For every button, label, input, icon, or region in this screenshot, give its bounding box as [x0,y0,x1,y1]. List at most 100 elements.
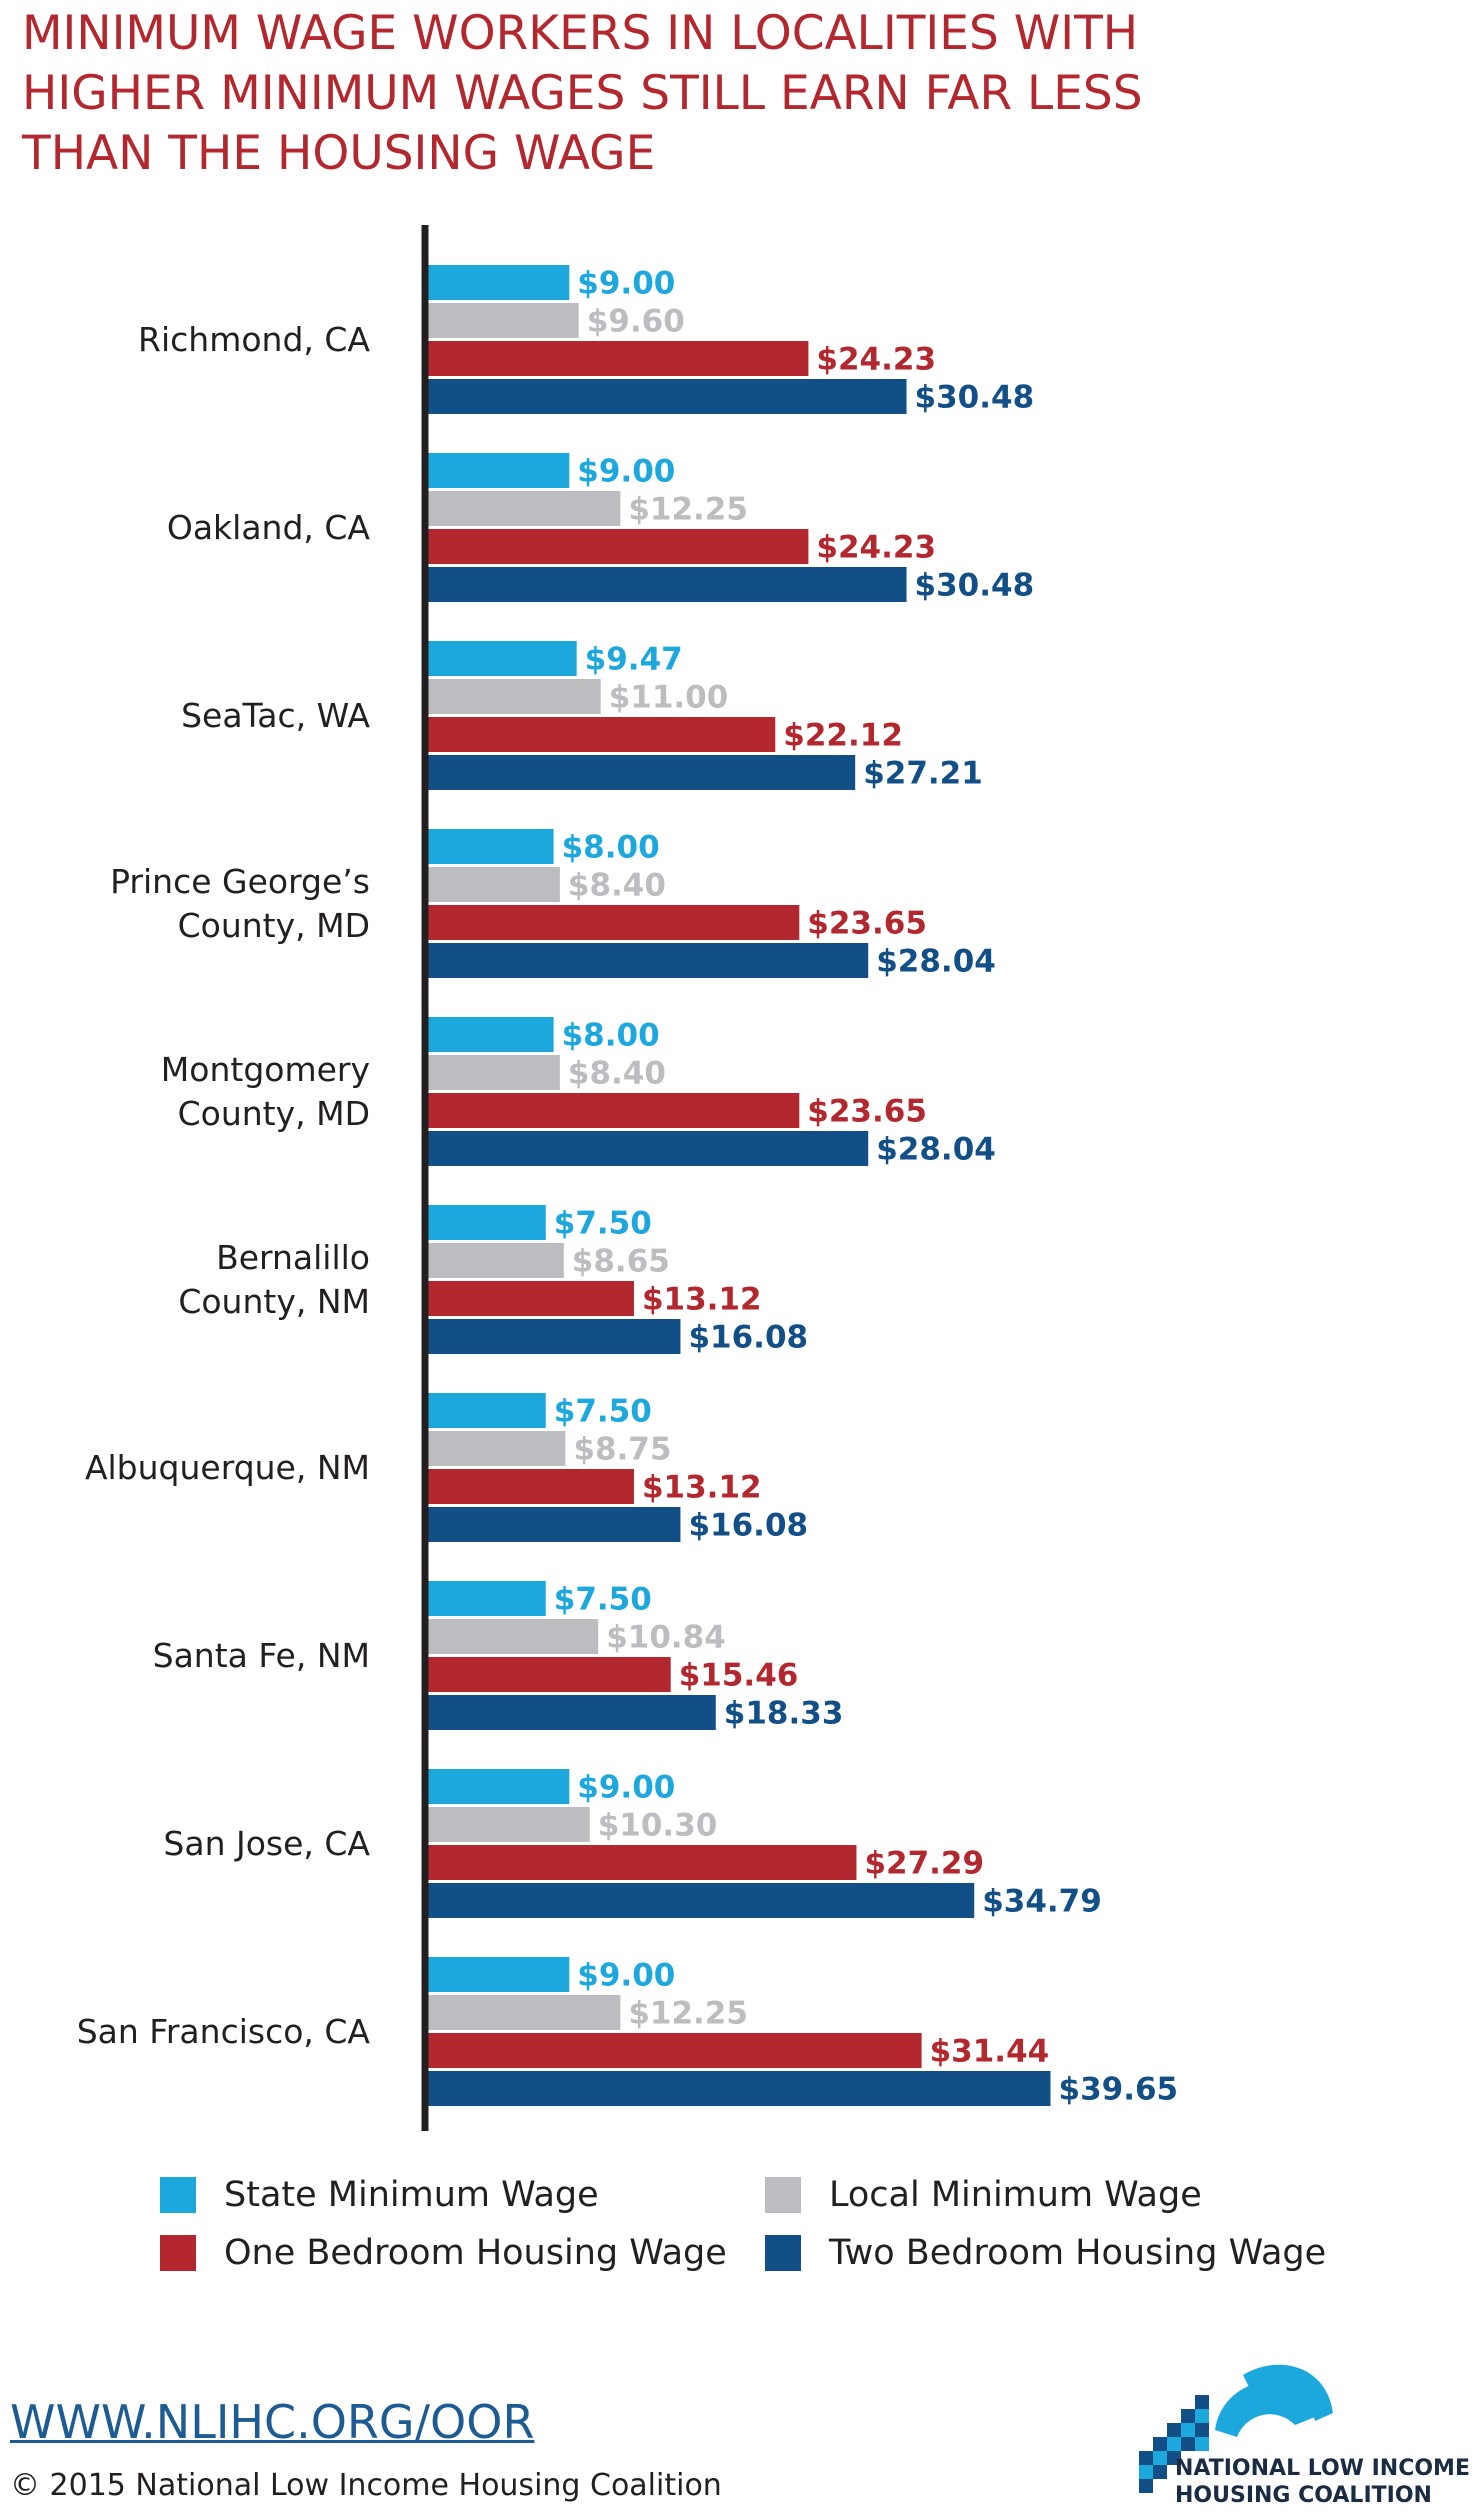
bar [428,1281,634,1316]
bar-value-label: $9.00 [577,1958,675,1994]
bar [428,717,776,752]
bar-value-label: $9.60 [587,304,685,340]
nlihc-logo-icon [1139,2364,1333,2493]
bar [428,943,869,978]
bar [428,567,907,602]
legend-label-one-bedroom: One Bedroom Housing Wage [224,2233,727,2273]
bar [428,1431,566,1466]
bar-value-label: $28.04 [876,1132,996,1168]
nlihc-logo-text: NATIONAL LOW INCOME HOUSING COALITION [1175,2455,1470,2509]
bar-value-label: $8.40 [568,1056,666,1092]
category-label: County, MD [178,906,370,945]
legend-swatch-state [160,2177,196,2213]
category-label: County, MD [178,1094,370,1133]
bar-value-label: $28.04 [876,944,996,980]
chart-legend: State Minimum Wage Local Minimum Wage On… [160,2170,1460,2310]
bar [428,867,560,902]
bar [428,2033,922,2068]
bar [428,529,809,564]
legend-swatch-one-bedroom [160,2235,196,2271]
category-label: Montgomery [161,1050,370,1089]
bar-value-label: $9.00 [577,1770,675,1806]
bar-value-label: $16.08 [688,1320,808,1356]
chart-title-line-1: MINIMUM WAGE WORKERS IN LOCALITIES WITH [22,6,1139,61]
category-label: Bernalillo [216,1238,370,1277]
bar [428,491,621,526]
bar-value-label: $7.50 [554,1582,652,1618]
bar-value-label: $7.50 [554,1206,652,1242]
bar [428,1093,800,1128]
legend-item-state: State Minimum Wage [160,2170,599,2220]
bar-value-label: $9.00 [577,266,675,302]
legend-label-two-bedroom: Two Bedroom Housing Wage [829,2233,1327,2273]
bar [428,1507,681,1542]
category-group: Montgomery County, MD $8.00$8.40 $23.65$28.… [161,1017,996,1168]
bar-value-label: $22.12 [783,718,903,754]
bar [428,1845,857,1880]
nlihc-oor-link[interactable]: WWW.NLIHC.ORG/OOR [10,2395,535,2449]
category-group: Richmond, CA $9.00$9.60 $24.23$30.48 [138,265,1034,416]
bar-value-label: $12.25 [628,1996,748,2032]
category-label: County, NM [178,1282,370,1321]
bar [428,1657,671,1692]
bar-value-label: $39.65 [1059,2072,1179,2108]
bar-value-label: $13.12 [642,1470,762,1506]
bar-value-label: $30.48 [915,380,1035,416]
bar-value-label: $9.00 [577,454,675,490]
bar [428,1581,546,1616]
category-group: San Francisco, CA $9.00$12.25 $31.44$39.65 [77,1957,1178,2108]
bar [428,829,554,864]
bar-value-label: $27.21 [863,756,983,792]
legend-item-two-bedroom: Two Bedroom Housing Wage [765,2228,1326,2278]
bar-value-label: $34.79 [982,1884,1102,1920]
bar-value-label: $23.65 [807,1094,927,1130]
bar [428,1205,546,1240]
bar-value-label: $27.29 [864,1846,984,1882]
bar-value-label: $10.30 [598,1808,718,1844]
bar-value-label: $30.48 [915,568,1035,604]
category-group: Oakland, CA $9.00$12.25 $24.23$30.48 [167,453,1034,604]
bar-value-label: $9.47 [585,642,683,678]
bar [428,1055,560,1090]
legend-swatch-two-bedroom [765,2235,801,2271]
bar [428,679,601,714]
bar [428,453,570,488]
bar [428,1017,554,1052]
bar [428,1769,570,1804]
category-label: Prince George’s [110,862,370,901]
bar [428,1619,599,1654]
wage-bar-chart: Richmond, CA$9.00$9.60$24.23$30.48 Oaklan… [77,225,1178,2131]
legend-label-local: Local Minimum Wage [829,2175,1202,2215]
bar [428,303,579,338]
logo-text-line-2: HOUSING COALITION [1175,2483,1432,2508]
category-label: Albuquerque, NM [85,1448,370,1487]
bar [428,1807,590,1842]
bar-value-label: $31.44 [930,2034,1050,2070]
bar-value-label: $18.33 [724,1696,844,1732]
bar [428,1469,634,1504]
bar [428,379,907,414]
legend-item-local: Local Minimum Wage [765,2170,1202,2220]
bar-value-label: $8.65 [572,1244,670,1280]
legend-swatch-local [765,2177,801,2213]
bar-value-label: $23.65 [807,906,927,942]
bar-value-label: $8.00 [562,1018,660,1054]
category-group: Albuquerque, NM $7.50$8.75$13.12$16.08 [85,1393,808,1544]
bar [428,1883,975,1918]
bar [428,2071,1051,2106]
logo-text-line-1: NATIONAL LOW INCOME [1175,2456,1470,2481]
category-label: Santa Fe, NM [153,1636,370,1675]
bar [428,905,800,940]
bar [428,1995,621,2030]
category-label: Oakland, CA [167,508,371,547]
bar-value-label: $8.40 [568,868,666,904]
category-group: San Jose, CA $9.00$10.30 $27.29$34.79 [163,1769,1102,1920]
bar [428,1243,564,1278]
legend-label-state: State Minimum Wage [224,2175,599,2215]
bar-value-label: $13.12 [642,1282,762,1318]
category-label: SeaTac, WA [181,696,370,735]
bar-value-label: $10.84 [606,1620,726,1656]
category-label: San Jose, CA [163,1824,370,1863]
bar [428,1695,716,1730]
copyright-text: © 2015 National Low Income Housing Coali… [10,2468,722,2503]
